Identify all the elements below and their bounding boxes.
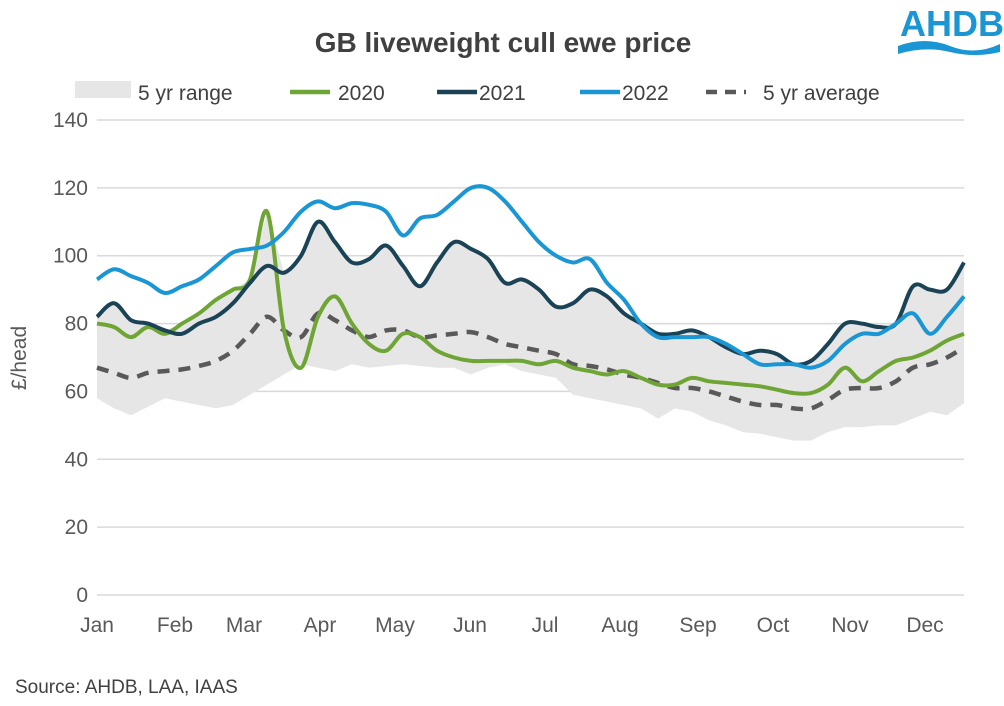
y-tick-label: 20 [65, 516, 88, 539]
range-band [97, 211, 964, 441]
y-tick-label: 80 [65, 313, 88, 336]
x-tick-label: May [375, 614, 415, 637]
chart-title: GB liveweight cull ewe price [315, 27, 692, 58]
x-tick-label: Jul [532, 614, 559, 637]
y-axis-title: £/head [8, 326, 31, 390]
x-tick-label: Mar [226, 614, 262, 637]
legend-swatch-range [75, 81, 131, 98]
y-tick-label: 40 [65, 448, 88, 471]
y-tick-label: 140 [53, 109, 88, 132]
logo-wave [898, 41, 1000, 55]
x-tick-label: Apr [304, 614, 337, 637]
x-tick-label: Sep [679, 614, 716, 637]
y-axis: 0 20 40 60 80 100 120 140 [53, 109, 88, 607]
legend-label: 5 yr average [763, 82, 880, 105]
legend-label: 2020 [338, 82, 385, 105]
y-tick-label: 120 [53, 177, 88, 200]
legend-label: 2022 [622, 82, 669, 105]
series-line-2021 [95, 219, 966, 367]
x-tick-label: Oct [757, 614, 790, 637]
series-line-5-yr-average [96, 310, 966, 412]
x-tick-label: Jun [453, 614, 487, 637]
x-tick-label: Dec [906, 614, 943, 637]
source-note: Source: AHDB, LAA, IAAS [15, 677, 238, 698]
x-axis: Jan Feb Mar Apr May Jun Jul Aug Sep Oct Nov Dec [80, 614, 944, 637]
y-tick-label: 60 [65, 380, 88, 403]
legend: 5 yr range 2020 2021 2022 5 yr average [75, 81, 880, 105]
logo-text: AHDB [900, 3, 1004, 44]
y-tick-label: 0 [76, 584, 88, 607]
legend-label-range: 5 yr range [138, 82, 233, 105]
y-tick-label: 100 [53, 245, 88, 268]
plot-area [95, 184, 966, 441]
series-line-2022 [95, 184, 966, 370]
x-tick-label: Feb [157, 614, 193, 637]
x-tick-label: Jan [80, 614, 114, 637]
x-tick-label: Nov [831, 614, 869, 637]
legend-label: 2021 [479, 82, 526, 105]
x-tick-label: Aug [601, 614, 638, 637]
ahdb-logo: AHDB [898, 3, 1004, 55]
